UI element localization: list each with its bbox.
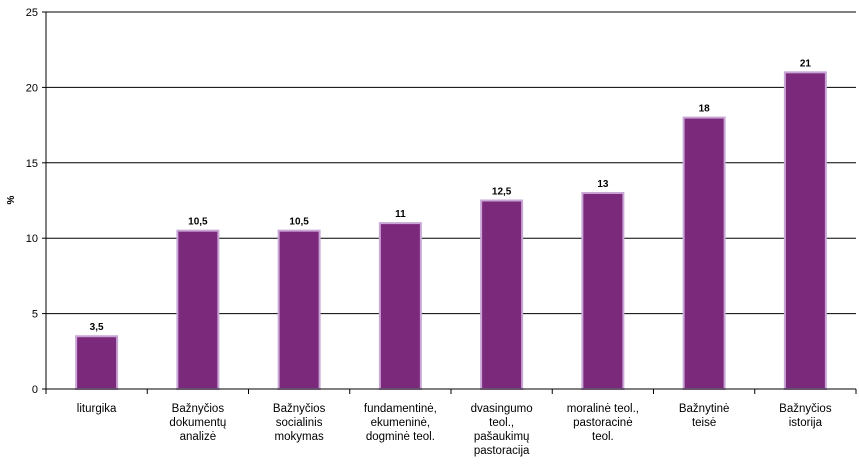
- bar: [783, 71, 827, 390]
- category-label: Bažnyčios: [273, 403, 326, 415]
- category-label: liturgika: [77, 403, 117, 415]
- bar: [480, 199, 524, 390]
- category-label: pastoracinė: [573, 417, 632, 429]
- y-tick-label: 20: [26, 82, 38, 94]
- bar: [378, 222, 422, 390]
- labels: 0 5 10 15 20 25 3,5 liturgika 10,5 Bažnyčios dokum…: [26, 7, 832, 457]
- category-label: dokumentų: [169, 417, 226, 429]
- bar: [277, 229, 321, 390]
- bars: [75, 71, 827, 390]
- data-label: 21: [800, 58, 812, 69]
- bar: [682, 116, 726, 390]
- category-label: mokymas: [275, 431, 324, 443]
- category-label: dogminė teol.: [366, 431, 435, 443]
- data-label: 10,5: [188, 217, 208, 228]
- y-tick-label: 25: [26, 7, 38, 19]
- data-label: 13: [597, 179, 609, 190]
- gridlines: [46, 11, 856, 315]
- category-label: pastoracija: [474, 445, 530, 457]
- category-label: Bažnyčios: [779, 403, 832, 415]
- category-label: Bažnyčios: [172, 403, 225, 415]
- category-label: socialinis: [276, 417, 323, 429]
- category-label: fundamentinė,: [364, 403, 437, 415]
- category-label: analizė: [180, 431, 216, 443]
- category-label: Bažnytinė: [679, 403, 730, 415]
- data-label: 11: [395, 209, 406, 220]
- axes: [42, 11, 857, 394]
- data-label: 10,5: [289, 217, 309, 228]
- bar: [581, 191, 625, 390]
- category-label: moralinė teol.,: [567, 403, 639, 415]
- data-label: 12,5: [492, 187, 512, 198]
- category-label: istorija: [789, 417, 823, 429]
- y-tick-label: 0: [32, 384, 38, 396]
- y-tick-label: 15: [26, 158, 38, 170]
- y-tick-label: 10: [26, 233, 38, 245]
- y-axis-label: %: [6, 195, 17, 204]
- category-label: teisė: [692, 417, 716, 429]
- category-label: dvasingumo: [471, 403, 533, 415]
- bar: [75, 335, 119, 390]
- category-label: pašaukimų: [474, 431, 530, 443]
- category-label: teol.: [592, 431, 614, 443]
- category-label: ekumeninė,: [371, 417, 430, 429]
- data-label: 18: [699, 104, 711, 115]
- category-label: teol.,: [489, 417, 514, 429]
- bar: [176, 229, 220, 390]
- y-tick-label: 5: [32, 309, 38, 321]
- data-label: 3,5: [90, 322, 104, 333]
